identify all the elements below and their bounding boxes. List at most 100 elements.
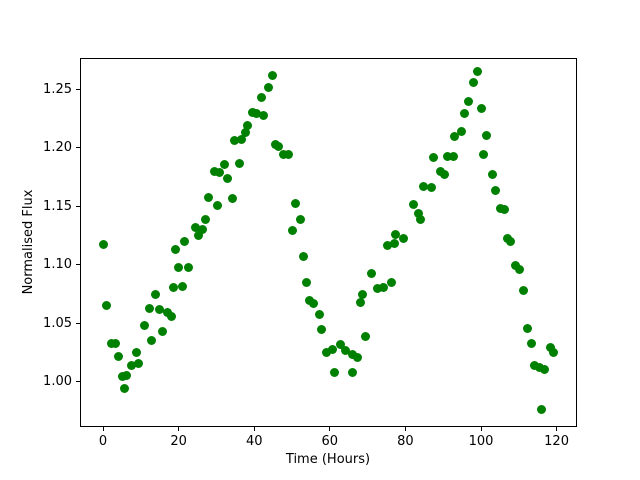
- data-point: [158, 327, 168, 336]
- data-point: [177, 281, 187, 291]
- data-point: [240, 128, 250, 138]
- data-point: [170, 244, 180, 254]
- data-point: [114, 352, 124, 361]
- data-point: [243, 121, 253, 131]
- data-point: [540, 365, 550, 375]
- data-point: [549, 347, 559, 357]
- data-point: [247, 107, 257, 117]
- data-point: [360, 331, 370, 341]
- data-point: [464, 96, 474, 106]
- data-point: [168, 282, 178, 292]
- y-tick-mark: [76, 205, 80, 207]
- data-point: [510, 260, 520, 270]
- data-point: [439, 169, 449, 179]
- x-tick-mark: [404, 427, 406, 431]
- y-tick-label: 1.20: [43, 140, 72, 156]
- data-point: [229, 136, 239, 146]
- x-tick-label: 60: [321, 434, 339, 449]
- data-point: [383, 241, 393, 251]
- data-point: [329, 368, 339, 378]
- data-point: [481, 131, 491, 141]
- data-point: [127, 361, 137, 371]
- data-point: [213, 200, 223, 210]
- y-tick-mark: [76, 322, 80, 324]
- data-point: [449, 132, 459, 142]
- y-tick-mark: [76, 264, 80, 266]
- data-point: [358, 289, 368, 299]
- data-point: [487, 170, 497, 180]
- data-point: [252, 108, 262, 118]
- data-point: [348, 368, 358, 378]
- data-point: [429, 153, 438, 163]
- data-point: [302, 278, 311, 288]
- data-point: [122, 370, 132, 380]
- data-point: [223, 174, 233, 184]
- x-tick-mark: [329, 427, 331, 431]
- data-point: [173, 263, 183, 273]
- data-point: [284, 149, 294, 159]
- x-tick-mark: [556, 427, 558, 431]
- data-point: [257, 93, 267, 103]
- data-point: [198, 225, 208, 235]
- data-point: [215, 168, 225, 178]
- data-point: [110, 339, 120, 349]
- data-point: [234, 159, 244, 169]
- data-point: [476, 104, 486, 114]
- data-point: [537, 404, 547, 414]
- x-tick-mark: [480, 427, 482, 431]
- data-point: [144, 304, 154, 314]
- data-point: [416, 214, 426, 224]
- data-point: [390, 229, 400, 239]
- data-point: [166, 311, 176, 321]
- data-point: [259, 110, 269, 120]
- y-axis-label: Normalised Flux: [21, 189, 36, 295]
- data-point: [140, 320, 150, 330]
- data-point: [227, 194, 237, 204]
- data-point: [390, 238, 400, 248]
- data-point: [526, 339, 536, 349]
- data-point: [367, 268, 377, 278]
- data-point: [147, 335, 157, 345]
- x-tick-label: 100: [468, 434, 494, 449]
- data-point: [473, 66, 483, 76]
- y-tick-mark: [76, 380, 80, 382]
- data-point: [316, 325, 326, 335]
- data-point: [237, 135, 246, 145]
- data-point: [518, 286, 528, 296]
- data-point: [184, 263, 194, 273]
- data-point: [309, 298, 319, 308]
- data-point: [151, 289, 161, 299]
- data-point: [200, 214, 210, 224]
- data-point: [298, 251, 308, 261]
- data-point: [426, 182, 436, 192]
- y-tick-mark: [76, 89, 80, 91]
- data-point: [291, 198, 301, 208]
- data-point: [273, 142, 283, 152]
- data-point: [545, 342, 555, 352]
- data-point: [278, 150, 288, 160]
- data-point: [131, 348, 141, 358]
- data-point: [387, 277, 397, 287]
- y-tick-label: 1.10: [43, 257, 72, 273]
- x-tick-mark: [178, 427, 180, 431]
- x-tick-label: 20: [170, 434, 187, 449]
- data-point: [335, 340, 345, 350]
- x-axis-label: Time (Hours): [285, 452, 371, 467]
- data-point: [398, 233, 408, 243]
- data-point: [490, 185, 500, 195]
- data-point: [356, 297, 366, 307]
- data-point: [204, 192, 214, 202]
- y-tick-label: 1.00: [43, 373, 72, 389]
- data-point: [295, 215, 305, 225]
- y-tick-label: 1.05: [43, 315, 72, 331]
- data-point: [506, 236, 516, 246]
- data-point: [314, 310, 324, 320]
- data-point: [210, 167, 220, 177]
- data-point: [456, 126, 466, 136]
- data-point: [322, 348, 332, 358]
- data-point: [500, 205, 510, 215]
- data-point: [102, 301, 112, 311]
- x-tick-label: 0: [98, 434, 108, 449]
- data-point: [529, 361, 539, 371]
- data-point: [219, 160, 229, 170]
